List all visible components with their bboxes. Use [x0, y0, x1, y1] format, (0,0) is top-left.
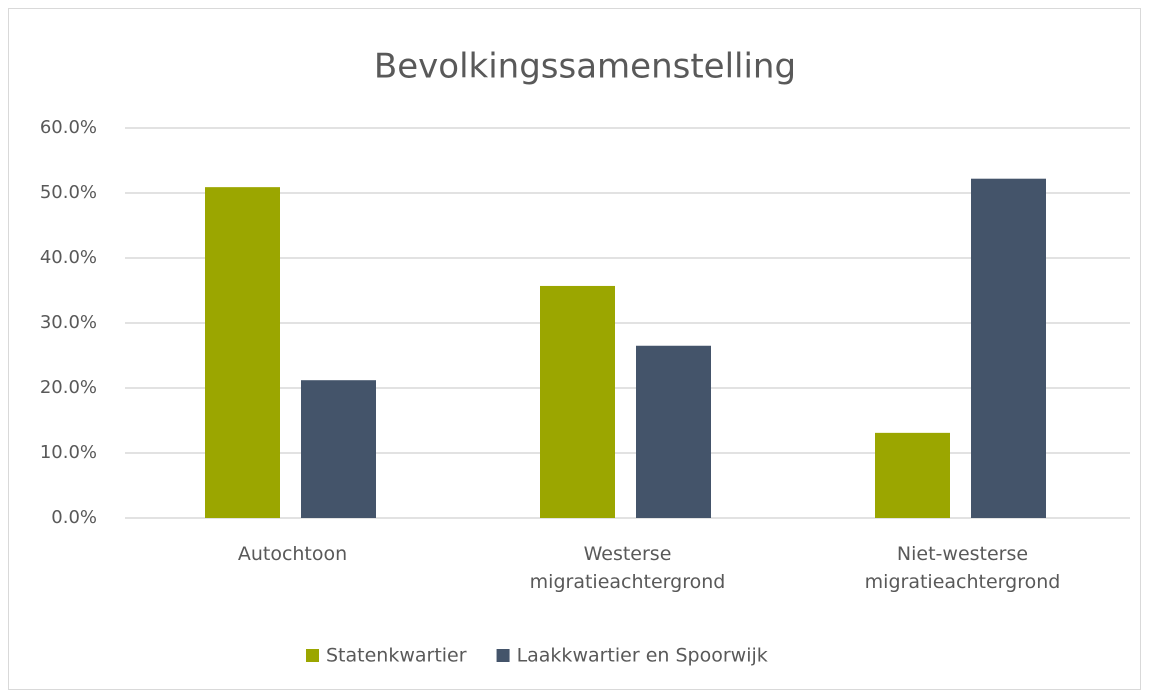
y-tick-label: 10.0% [40, 442, 97, 463]
x-tick-label: Westerse migratieachtergrond [529, 543, 726, 593]
legend-swatch [496, 649, 510, 662]
bar [636, 345, 711, 518]
x-tick-label: Autochtoon [237, 543, 348, 565]
bar [205, 187, 280, 518]
y-tick-label: 0.0% [51, 507, 97, 528]
y-tick-label: 30.0% [40, 312, 97, 333]
legend-swatch [306, 649, 319, 662]
y-tick-label: 20.0% [40, 377, 97, 398]
bar [875, 432, 950, 518]
legend-label: Laakkwartier en Spoorwijk [517, 645, 768, 667]
legend-label: Statenkwartier [326, 645, 467, 667]
chart-title: Bevolkingssamenstelling [374, 47, 796, 87]
x-tick-label: Niet-westerse migratieachtergrond [864, 543, 1061, 593]
bar [971, 178, 1046, 518]
bar [301, 380, 376, 518]
y-tick-label: 40.0% [40, 247, 97, 268]
bar [540, 285, 615, 518]
y-tick-label: 50.0% [40, 182, 97, 203]
y-tick-label: 60.0% [40, 117, 97, 138]
